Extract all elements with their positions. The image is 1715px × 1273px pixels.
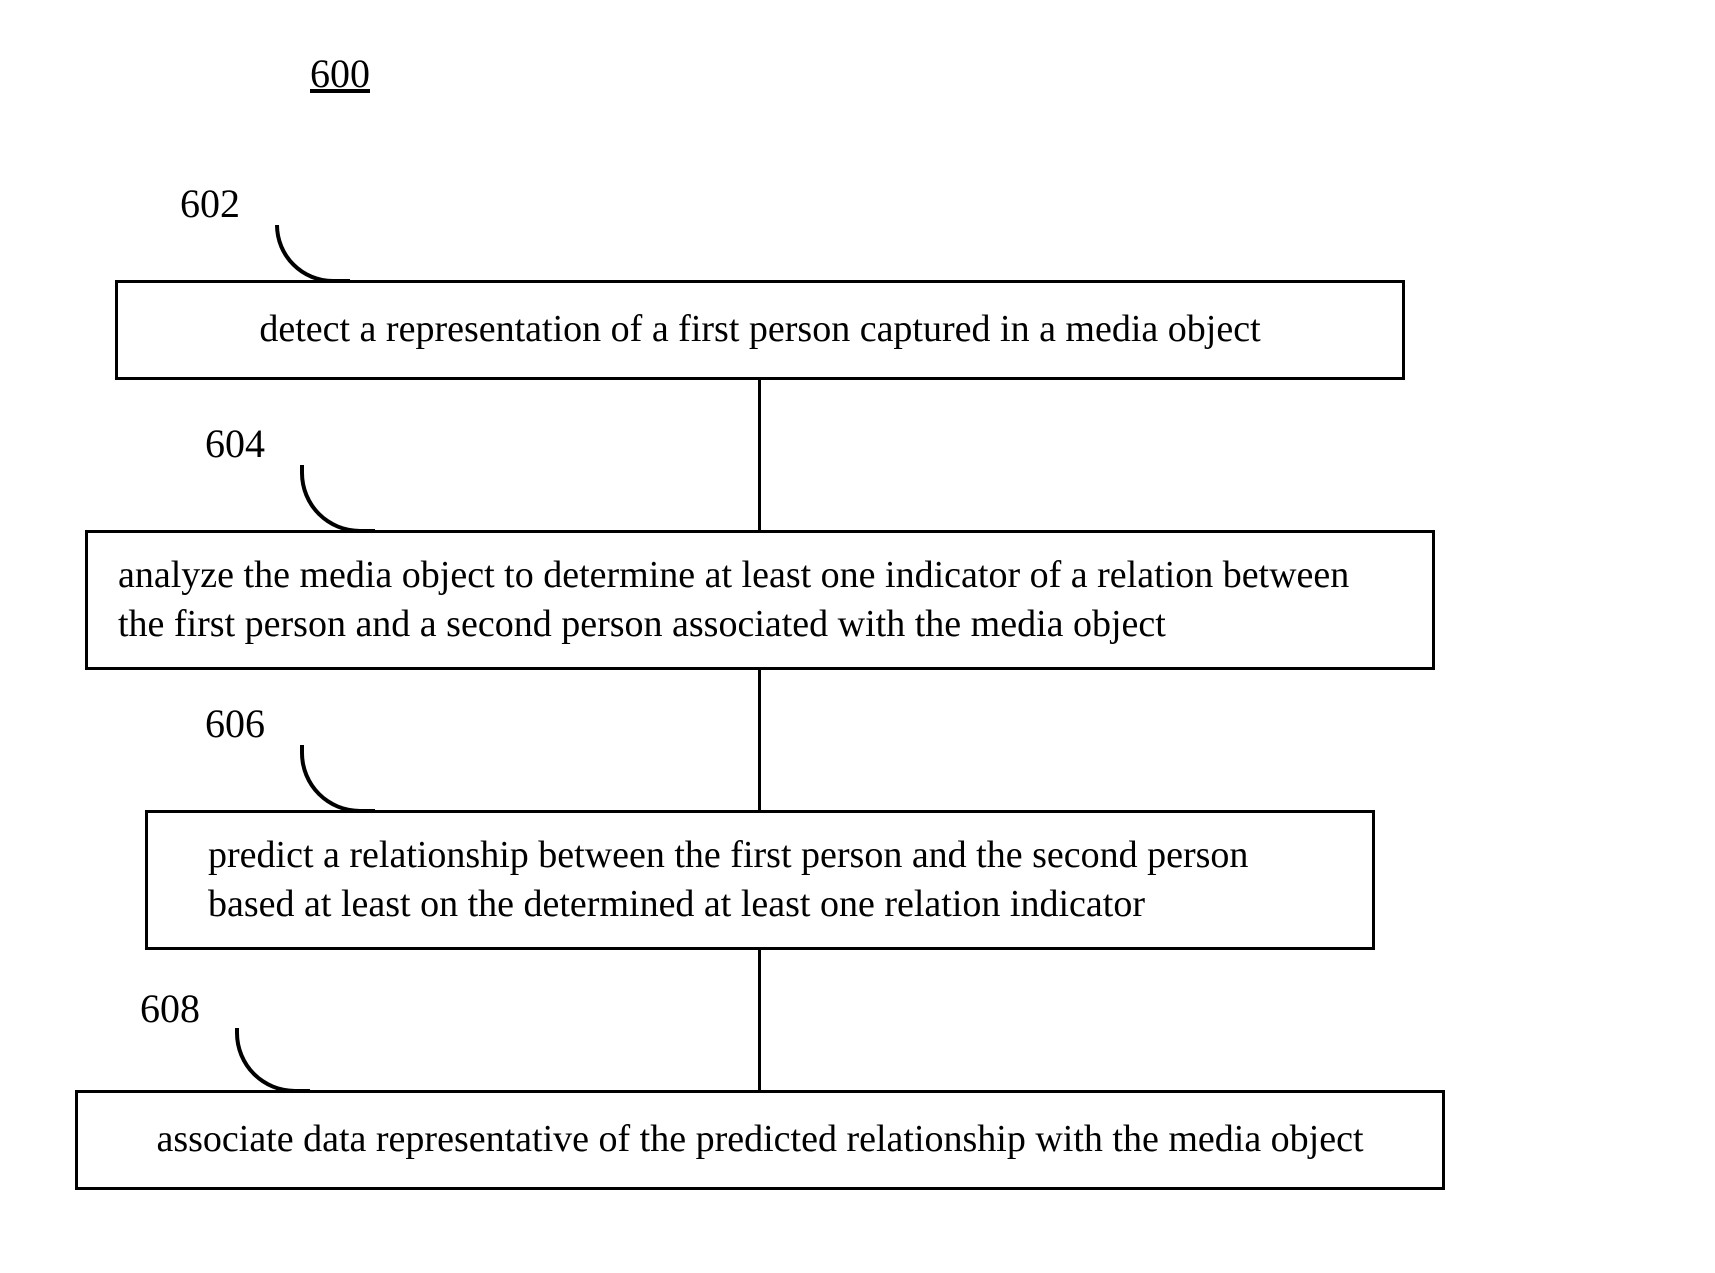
figure-number: 600: [310, 50, 370, 97]
leader-606: [300, 745, 375, 813]
step-label-606: 606: [205, 700, 265, 747]
step-label-604: 604: [205, 420, 265, 467]
flowchart-canvas: 600 602 detect a representation of a fir…: [0, 0, 1715, 1273]
connector-604-606: [758, 670, 761, 810]
leader-608: [235, 1028, 310, 1093]
step-text-604: analyze the media object to determine at…: [118, 551, 1402, 650]
step-label-602: 602: [180, 180, 240, 227]
step-box-606: predict a relationship between the first…: [145, 810, 1375, 950]
step-text-602: detect a representation of a first perso…: [148, 305, 1372, 354]
leader-604: [300, 465, 375, 533]
step-text-606: predict a relationship between the first…: [208, 831, 1312, 930]
step-box-604: analyze the media object to determine at…: [85, 530, 1435, 670]
step-text-608: associate data representative of the pre…: [108, 1115, 1412, 1164]
leader-602: [275, 225, 350, 283]
step-box-608: associate data representative of the pre…: [75, 1090, 1445, 1190]
connector-602-604: [758, 380, 761, 530]
connector-606-608: [758, 950, 761, 1090]
step-label-608: 608: [140, 985, 200, 1032]
step-box-602: detect a representation of a first perso…: [115, 280, 1405, 380]
